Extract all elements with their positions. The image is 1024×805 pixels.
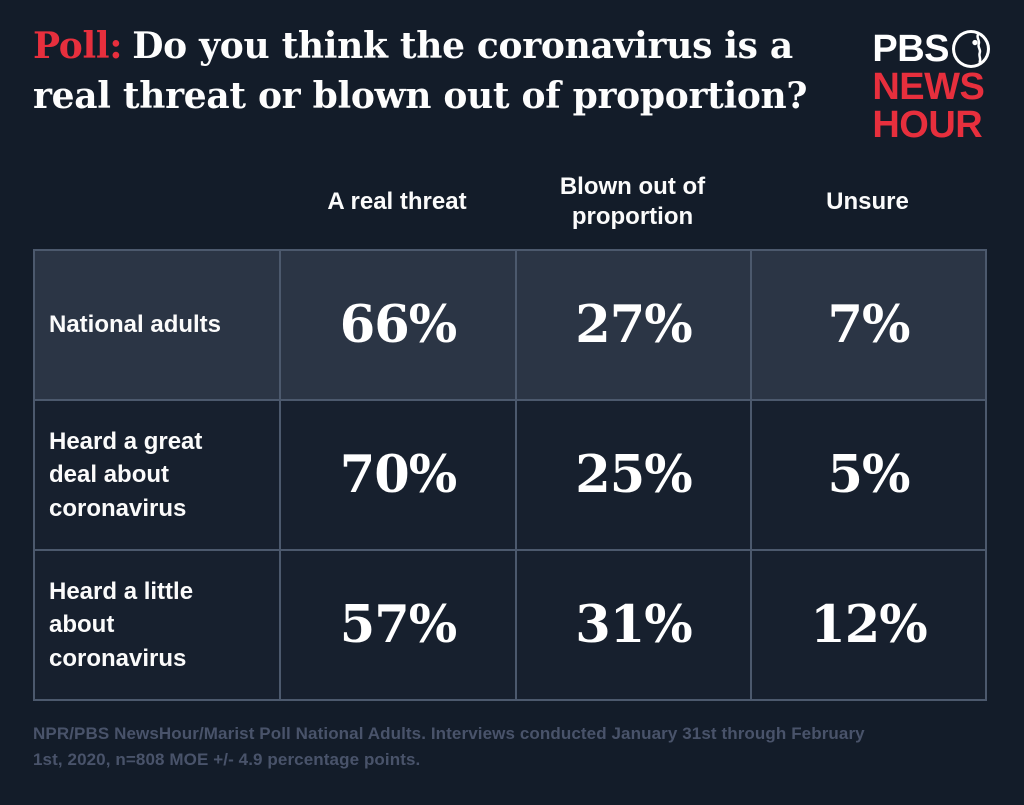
row-label: Heard a great deal about coronavirus	[33, 399, 281, 551]
pbs-wordmark: PBS	[872, 28, 949, 70]
hour-wordmark: HOUR	[872, 104, 983, 146]
value-cell: 7%	[750, 249, 987, 401]
value-cell: 57%	[279, 549, 517, 701]
row-label: Heard a little about coronavirus	[33, 549, 281, 701]
table-row-national-adults: National adults 66% 27% 7%	[33, 249, 987, 401]
table-row-heard-great-deal: Heard a great deal about coronavirus 70%…	[33, 399, 987, 551]
value-cell: 70%	[279, 399, 517, 551]
column-header-row: A real threat Blown out of proportion Un…	[33, 160, 987, 243]
results-table: National adults 66% 27% 7% Heard a great…	[33, 249, 987, 701]
row-label: National adults	[33, 249, 281, 401]
poll-question: Do you think the coronavirus is a real t…	[33, 25, 808, 117]
poll-results: A real threat Blown out of proportion Un…	[33, 160, 987, 701]
news-wordmark: NEWS	[872, 66, 985, 108]
value-cell: 27%	[515, 249, 752, 401]
poll-title: Poll: Do you think the coronavirus is a r…	[33, 22, 853, 121]
pbs-head-icon	[952, 30, 990, 68]
value-cell: 31%	[515, 549, 752, 701]
value-cell: 5%	[750, 399, 987, 551]
column-header-real-threat: A real threat	[327, 187, 467, 215]
table-row-heard-little: Heard a little about coronavirus 57% 31%…	[33, 549, 987, 701]
pbs-newshour-logo: PBS NEWS HOUR	[872, 30, 990, 144]
value-cell: 66%	[279, 249, 517, 401]
value-cell: 25%	[515, 399, 752, 551]
source-footnote: NPR/PBS NewsHour/Marist Poll National Ad…	[33, 724, 865, 770]
value-cell: 12%	[750, 549, 987, 701]
column-header-blown-out: Blown out of proportion	[559, 172, 706, 230]
column-header-unsure: Unsure	[826, 187, 909, 215]
poll-label: Poll:	[33, 25, 123, 67]
